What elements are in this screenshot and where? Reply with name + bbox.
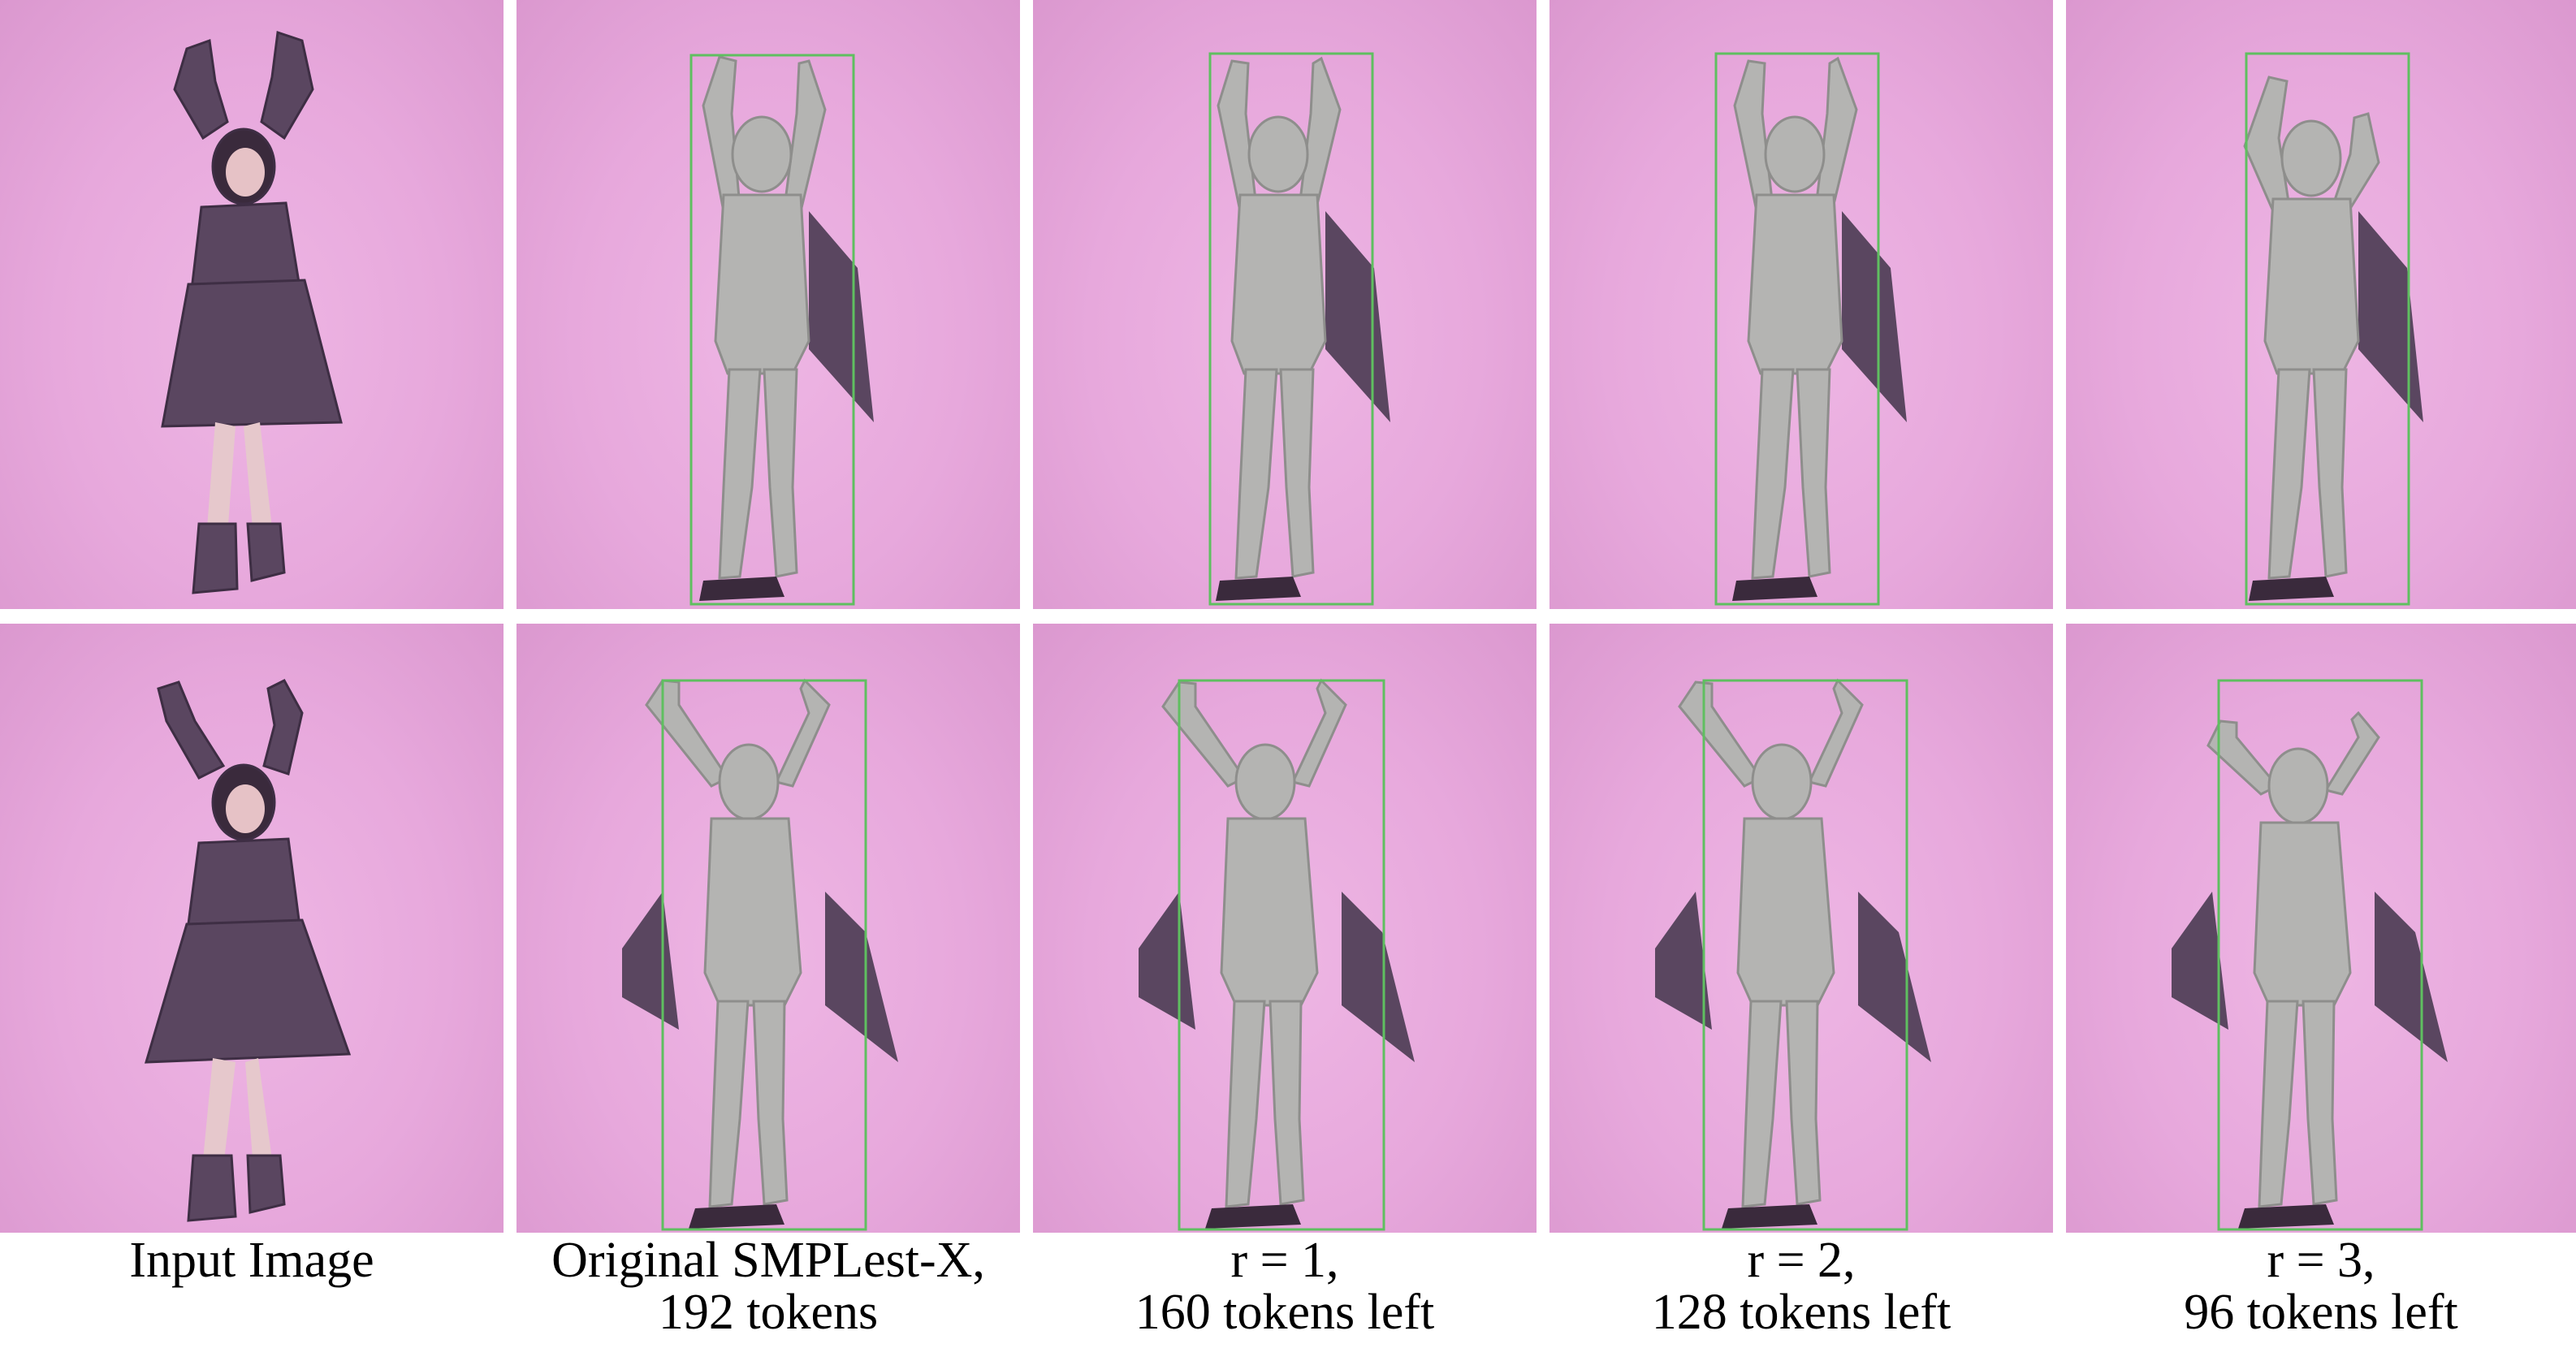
bounding-box	[2217, 679, 2423, 1231]
panel-row2-r-3	[2066, 624, 2576, 1233]
mesh-overlay	[689, 54, 874, 606]
mesh-overlay	[622, 678, 898, 1231]
caption-r-2: r = 2, 128 tokens left	[1651, 1233, 1951, 1340]
caption-r-1: r = 1, 160 tokens left	[1135, 1233, 1435, 1340]
panel-row2-input-image	[0, 624, 504, 1233]
dancer-photo	[161, 30, 343, 594]
mesh-overlay	[2172, 679, 2448, 1231]
panel-row2-r-2	[1549, 624, 2053, 1233]
mesh-overlay	[1714, 52, 1907, 606]
caption-input-image: Input Image	[129, 1233, 374, 1288]
panel-row1-input-image	[0, 0, 504, 609]
panel-row1-r-1	[1033, 0, 1537, 609]
mesh-overlay	[2243, 52, 2423, 606]
caption-r-3: r = 3, 96 tokens left	[2184, 1233, 2458, 1340]
bounding-box	[1714, 52, 1880, 606]
bounding-box	[1178, 679, 1385, 1231]
panel-row1-original-smplest-x	[516, 0, 1020, 609]
panel-row1-r-2	[1549, 0, 2053, 609]
bounding-box	[1208, 52, 1374, 606]
panel-row2-original-smplest-x	[516, 624, 1020, 1233]
bounding-box	[1702, 679, 1908, 1231]
caption-original-smplest-x: Original SMPLest-X, 192 tokens	[551, 1233, 985, 1340]
mesh-overlay	[1655, 678, 1931, 1231]
mesh-overlay	[1208, 52, 1390, 606]
panel-row2-r-1	[1033, 624, 1537, 1233]
dancer-photo	[144, 679, 352, 1222]
bounding-box	[2245, 52, 2410, 606]
bounding-box	[661, 679, 867, 1231]
panel-row1-r-3	[2066, 0, 2576, 609]
bounding-box	[689, 54, 855, 606]
mesh-overlay	[1139, 678, 1415, 1231]
